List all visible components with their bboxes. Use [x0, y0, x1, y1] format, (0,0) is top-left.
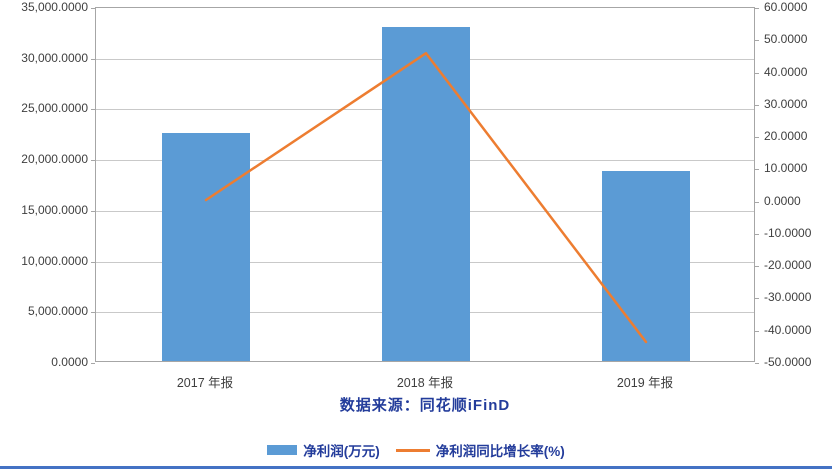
y-axis-right-label: 50.0000 [764, 32, 808, 47]
y-axis-right-label: 40.0000 [764, 64, 808, 79]
axis-tick [755, 266, 759, 268]
y-axis-right-label: 20.0000 [764, 129, 808, 144]
y-axis-left-label: 15,000.0000 [21, 202, 88, 217]
axis-tick [91, 312, 95, 314]
axis-tick [91, 58, 95, 60]
axis-tick [755, 8, 759, 9]
y-axis-left-label: 5,000.0000 [27, 304, 88, 319]
y-axis-right-label: 10.0000 [764, 161, 808, 176]
axis-tick [755, 40, 759, 42]
y-axis-right-label: -40.0000 [764, 322, 812, 337]
y-axis-right-label: -30.0000 [764, 290, 812, 305]
axis-tick [755, 72, 759, 74]
y-axis-left-label: 35,000.0000 [21, 0, 88, 14]
y-axis-left-label: 0.0000 [51, 355, 88, 369]
axis-tick [755, 201, 759, 203]
y-axis-right-label: -20.0000 [764, 258, 812, 273]
y-axis-left-label: 30,000.0000 [21, 50, 88, 65]
axis-tick [755, 104, 759, 106]
axis-tick [91, 160, 95, 162]
legend: 净利润(万元) 净利润同比增长率(%) [0, 440, 832, 460]
x-axis-label: 2018 年报 [396, 376, 454, 390]
x-axis-label: 2019 年报 [616, 376, 674, 390]
growth-line [204, 51, 648, 344]
axis-tick [91, 109, 95, 111]
axis-tick [755, 363, 759, 364]
line-series [204, 51, 648, 344]
y-axis-left-label: 20,000.0000 [21, 152, 88, 167]
line-legend-swatch [395, 448, 430, 452]
axis-tick [755, 330, 759, 332]
line-legend-label: 净利润同比增长率(%) [435, 444, 565, 459]
axis-tick [755, 137, 759, 139]
axis-tick [91, 261, 95, 263]
plot-area [91, 7, 759, 364]
axis-tick [755, 298, 759, 300]
y-axis-right-label: -50.0000 [764, 355, 812, 369]
axis-tick [755, 233, 759, 235]
bar-legend-label: 净利润(万元) [303, 444, 380, 459]
axis-tick [91, 8, 95, 9]
y-axis-right-label: 60.0000 [764, 0, 808, 14]
x-axis-label: 2017 年报 [176, 376, 234, 390]
axis-tick [91, 210, 95, 212]
bar [162, 132, 250, 361]
y-axis-right-label: 30.0000 [764, 96, 808, 111]
bar [602, 171, 690, 361]
y-axis-right-label: 0.0000 [764, 193, 801, 208]
y-axis-left-label: 25,000.0000 [21, 101, 88, 116]
y-axis-right-label: -10.0000 [764, 225, 812, 240]
bar-legend-swatch [267, 445, 298, 455]
source-caption: 数据来源：同花顺iFinD [339, 397, 511, 414]
axis-tick [755, 169, 759, 171]
bottom-border-rule [0, 466, 832, 469]
axis-tick [91, 363, 95, 364]
y-axis-left-label: 10,000.0000 [21, 253, 88, 268]
bar [382, 27, 470, 361]
